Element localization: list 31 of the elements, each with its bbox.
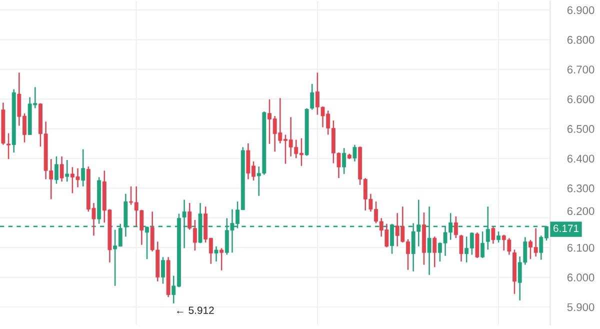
y-tick-label: 6.700	[567, 66, 594, 74]
candlestick	[342, 147, 346, 175]
candlestick	[480, 230, 485, 259]
ref-line-label: 6.171	[554, 224, 579, 232]
candlestick	[220, 248, 224, 272]
y-tick-label: 6.800	[567, 36, 594, 44]
annotation: ← 5.912	[177, 306, 214, 314]
candlestick	[459, 234, 464, 262]
y-tick-label: 6.000	[567, 274, 594, 282]
candlestick	[81, 148, 86, 188]
y-tick-label: 6.500	[567, 125, 594, 133]
y-tick-label: 5.900	[567, 303, 594, 312]
candlestick	[54, 156, 58, 184]
y-tick-label: 6.200	[567, 207, 594, 216]
candlestick	[214, 246, 218, 262]
candlestick	[491, 226, 496, 244]
candlestick	[432, 236, 437, 268]
candlestick	[352, 144, 357, 162]
y-tick-label: 6.100	[567, 244, 594, 252]
candlestick	[496, 230, 501, 244]
candlestick	[60, 156, 64, 182]
y-tick-label: 6.900	[567, 6, 594, 14]
candlestick	[161, 256, 165, 284]
y-tick-label: 6.300	[567, 184, 594, 192]
candlestick	[310, 83, 314, 110]
candlestick	[475, 232, 480, 259]
y-tick-label: 6.400	[567, 154, 594, 163]
candlestick	[6, 132, 10, 160]
candlestick	[454, 216, 458, 239]
y-tick-label: 6.600	[567, 95, 594, 104]
candlestick	[65, 159, 70, 182]
